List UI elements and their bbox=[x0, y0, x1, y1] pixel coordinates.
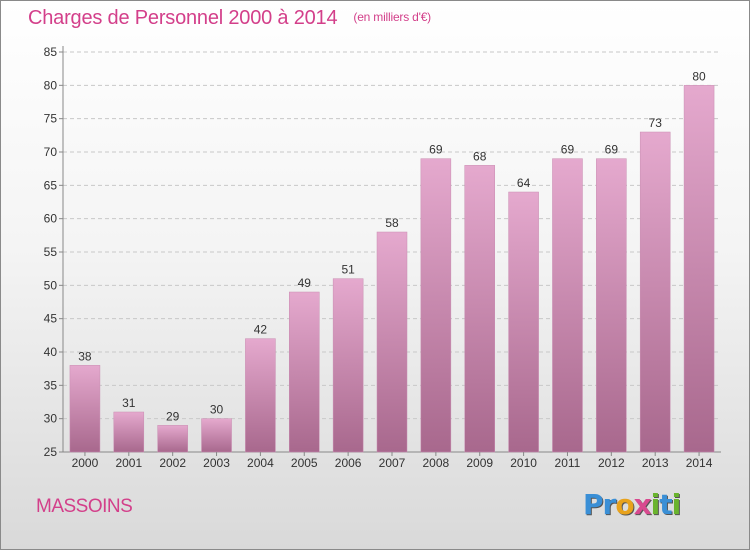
y-tick-label: 55 bbox=[44, 245, 58, 259]
logo-letter: x bbox=[633, 488, 652, 521]
chart-title: Charges de Personnel 2000 à 2014 (en mill… bbox=[28, 7, 431, 30]
data-label: 58 bbox=[385, 216, 399, 230]
logo-letter: P bbox=[583, 488, 604, 521]
y-tick-label: 60 bbox=[44, 212, 58, 226]
bar bbox=[552, 158, 583, 453]
bar bbox=[332, 278, 364, 453]
y-tick-label: 45 bbox=[44, 312, 58, 326]
x-tick-label: 2004 bbox=[247, 456, 274, 470]
commune-name: MASSOINS bbox=[36, 496, 133, 517]
data-label: 49 bbox=[298, 276, 312, 290]
data-label: 64 bbox=[517, 176, 531, 190]
data-label: 38 bbox=[78, 349, 92, 363]
chart-subtitle: (en milliers d'€) bbox=[353, 10, 431, 24]
y-tick-label: 40 bbox=[44, 345, 58, 359]
bar bbox=[289, 291, 320, 453]
data-label: 29 bbox=[166, 409, 180, 423]
data-label: 69 bbox=[429, 143, 443, 157]
y-tick-label: 25 bbox=[44, 445, 58, 459]
data-label: 31 bbox=[122, 396, 136, 410]
y-tick-label: 75 bbox=[44, 112, 58, 126]
bar bbox=[157, 425, 188, 453]
logo-letter: t bbox=[659, 488, 672, 521]
x-tick-label: 2011 bbox=[555, 456, 581, 470]
bar bbox=[245, 338, 276, 453]
x-tick-label: 2006 bbox=[335, 456, 362, 470]
bar bbox=[508, 191, 539, 453]
x-tick-label: 2013 bbox=[642, 456, 669, 470]
logo-letter: i bbox=[650, 488, 661, 521]
x-tick-label: 2008 bbox=[423, 456, 450, 470]
x-tick-label: 2005 bbox=[291, 456, 318, 470]
y-tick-label: 70 bbox=[44, 145, 58, 159]
bar bbox=[69, 365, 101, 453]
y-tick-label: 30 bbox=[44, 412, 58, 426]
data-label: 30 bbox=[210, 403, 224, 417]
x-tick-label: 2000 bbox=[72, 456, 99, 470]
bar bbox=[596, 158, 627, 453]
x-tick-label: 2010 bbox=[510, 456, 537, 470]
logo-letter: o bbox=[615, 488, 634, 521]
bar bbox=[420, 158, 452, 453]
logo-letter: i bbox=[671, 488, 682, 521]
y-tick-label: 35 bbox=[44, 378, 58, 392]
data-label: 42 bbox=[254, 323, 268, 337]
data-label: 69 bbox=[561, 143, 575, 157]
bar bbox=[683, 85, 715, 453]
x-tick-label: 2007 bbox=[379, 456, 406, 470]
x-tick-label: 2012 bbox=[598, 456, 625, 470]
data-label: 68 bbox=[473, 149, 487, 163]
proxiti-logo: Proxiti bbox=[583, 488, 682, 521]
x-tick-label: 2002 bbox=[159, 456, 186, 470]
data-label: 69 bbox=[605, 143, 619, 157]
x-tick-label: 2009 bbox=[466, 456, 493, 470]
bar bbox=[639, 131, 671, 453]
y-tick-label: 65 bbox=[44, 178, 58, 192]
logo-letter: r bbox=[602, 488, 617, 521]
data-label: 73 bbox=[649, 116, 663, 130]
y-tick-label: 50 bbox=[44, 278, 58, 292]
data-label: 51 bbox=[341, 263, 355, 277]
chart-title-text: Charges de Personnel 2000 à 2014 bbox=[28, 7, 338, 29]
y-tick-label: 85 bbox=[44, 45, 58, 59]
y-tick-label: 80 bbox=[44, 78, 58, 92]
x-tick-label: 2014 bbox=[686, 456, 713, 470]
x-tick-label: 2003 bbox=[203, 456, 230, 470]
bar bbox=[113, 411, 145, 453]
bar bbox=[376, 231, 408, 453]
bar bbox=[201, 418, 232, 453]
x-tick-label: 2001 bbox=[115, 456, 142, 470]
data-label: 80 bbox=[692, 69, 706, 83]
bar bbox=[464, 165, 495, 453]
